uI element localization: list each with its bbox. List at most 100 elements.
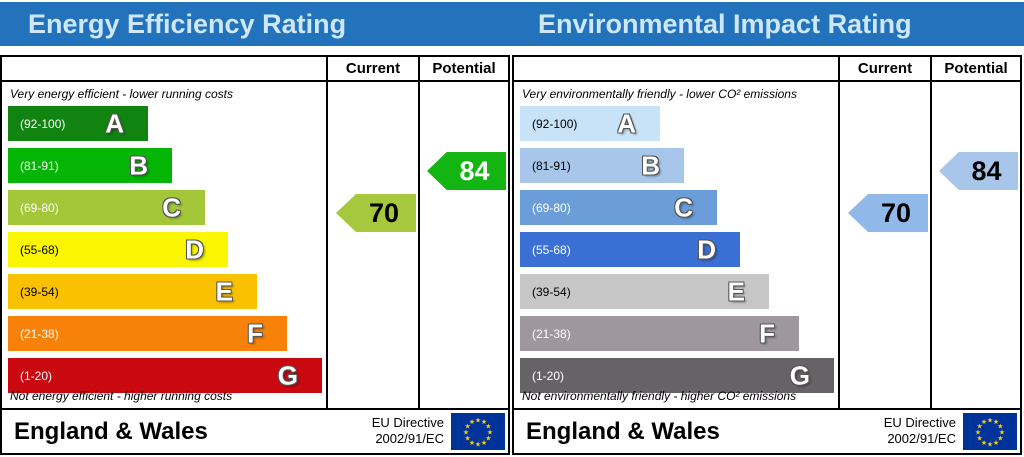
column-divider [418,57,420,80]
eu-directive-line2: 2002/91/EC [375,431,444,447]
eu-directive-line1: EU Directive [883,414,956,430]
column-divider [930,57,932,80]
column-divider [326,82,328,408]
band-range: (39-54) [532,284,571,299]
band-range: (55-68) [532,242,571,257]
eu-flag-icon: ★ ★ ★ ★ ★ ★ ★ ★ ★ ★ ★ ★ [963,413,1017,450]
svg-text:★: ★ [997,435,1003,443]
svg-text:★: ★ [993,418,999,426]
band-g: (1-20) G [520,358,834,393]
band-e: (39-54) E [520,274,769,309]
band-letter: F [247,318,263,348]
band-f: (21-38) F [520,316,799,351]
band-range: (69-80) [20,200,59,215]
band-d: (55-68) D [8,232,228,267]
bottom-caption: Not energy efficient - higher running co… [10,389,233,403]
svg-text:★: ★ [475,441,481,449]
svg-text:★: ★ [997,423,1003,431]
band-letter: E [215,276,233,306]
svg-text:★: ★ [469,418,475,426]
band-letter: E [727,276,745,306]
band-a: (92-100) A [520,106,660,141]
band-b: (81-91) B [8,148,172,183]
footer-row: England & Wales EU Directive 2002/91/EC … [2,410,508,453]
band-a: (92-100) A [8,106,148,141]
svg-text:★: ★ [464,435,470,443]
footer-row: England & Wales EU Directive 2002/91/EC … [514,410,1020,453]
svg-text:★: ★ [487,429,493,437]
band-g: (1-20) G [8,358,322,393]
arrow-value: 70 [368,197,400,228]
band-c: (69-80) C [8,190,205,225]
band-range: (81-91) [532,158,571,173]
band-letter: D [697,234,716,264]
band-letter: B [641,150,660,180]
svg-text:★: ★ [987,417,993,425]
band-letter: A [617,108,636,138]
eu-directive-label: EU Directive 2002/91/EC [884,415,956,449]
eu-flag-icon: ★ ★ ★ ★ ★ ★ ★ ★ ★ ★ ★ ★ [451,413,505,450]
svg-text:★: ★ [987,441,993,449]
current-rating-arrow: 70 [848,194,928,232]
potential-rating-arrow: 84 [939,152,1018,190]
energy-efficiency-title: Energy Efficiency Rating [28,9,347,39]
band-range: (81-91) [20,158,59,173]
band-b: (81-91) B [520,148,684,183]
svg-text:★: ★ [475,417,481,425]
svg-text:★: ★ [481,418,487,426]
region-label: England & Wales [526,417,720,445]
svg-text:★: ★ [976,423,982,431]
band-letter: G [789,360,810,390]
svg-text:★: ★ [485,435,491,443]
column-divider [838,57,840,80]
header-bar: Energy Efficiency Rating Environmental I… [0,2,1024,46]
environmental-rating-chart: Very environmentally friendly - lower CO… [514,82,1020,410]
svg-text:★: ★ [993,439,999,447]
band-letter: F [759,318,775,348]
band-range: (39-54) [20,284,59,299]
bottom-caption: Not environmentally friendly - higher CO… [522,389,797,403]
band-range: (92-100) [20,116,66,131]
svg-text:★: ★ [464,423,470,431]
svg-text:★: ★ [976,435,982,443]
column-divider [838,82,840,408]
band-letter: D [185,234,204,264]
band-e: (39-54) E [8,274,257,309]
arrow-value: 84 [459,155,490,186]
potential-column-header: Potential [432,60,496,77]
eu-directive-line1: EU Directive [371,414,444,430]
column-divider [326,57,328,80]
table-header-row: Current Potential [2,57,508,82]
top-caption: Very energy efficient - lower running co… [10,87,233,101]
eu-directive-line2: 2002/91/EC [887,431,956,447]
energy-efficiency-panel: Current Potential Very energy efficient … [0,55,510,455]
band-letter: B [129,150,148,180]
eu-directive-label: EU Directive 2002/91/EC [372,415,444,449]
arrow-value: 84 [971,155,1002,186]
table-header-row: Current Potential [514,57,1020,82]
band-f: (21-38) F [8,316,287,351]
band-letter: C [162,192,181,222]
svg-text:★: ★ [485,423,491,431]
svg-text:★: ★ [981,418,987,426]
energy-rating-chart: Very energy efficient - lower running co… [2,82,508,410]
svg-text:★: ★ [463,429,469,437]
current-column-header: Current [345,60,401,77]
svg-text:★: ★ [999,429,1005,437]
band-letter: C [674,192,693,222]
potential-column-header: Potential [944,60,1008,77]
band-range: (21-38) [532,326,571,341]
svg-text:★: ★ [469,439,475,447]
region-label: England & Wales [14,417,208,445]
potential-rating-arrow: 84 [427,152,506,190]
svg-text:★: ★ [481,439,487,447]
band-range: (55-68) [20,242,59,257]
environmental-impact-panel: Current Potential Very environmentally f… [512,55,1022,455]
band-d: (55-68) D [520,232,740,267]
band-range: (92-100) [532,116,578,131]
band-range: (1-20) [532,368,565,383]
current-rating-arrow: 70 [336,194,416,232]
column-divider [930,82,932,408]
column-divider [418,82,420,408]
environmental-impact-title: Environmental Impact Rating [538,9,912,39]
